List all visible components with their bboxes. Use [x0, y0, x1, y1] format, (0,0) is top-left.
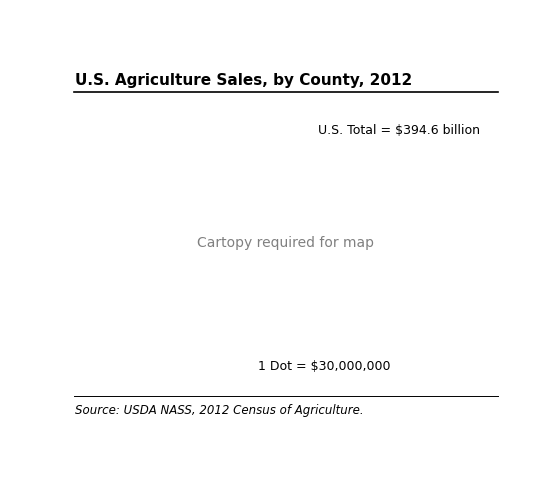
Text: Cartopy required for map: Cartopy required for map [198, 236, 374, 251]
Text: 1 Dot = $30,000,000: 1 Dot = $30,000,000 [258, 360, 391, 373]
Text: U.S. Agriculture Sales, by County, 2012: U.S. Agriculture Sales, by County, 2012 [75, 73, 412, 88]
Text: Source: USDA NASS, 2012 Census of Agriculture.: Source: USDA NASS, 2012 Census of Agricu… [75, 404, 364, 417]
Text: U.S. Total = $394.6 billion: U.S. Total = $394.6 billion [319, 124, 480, 137]
